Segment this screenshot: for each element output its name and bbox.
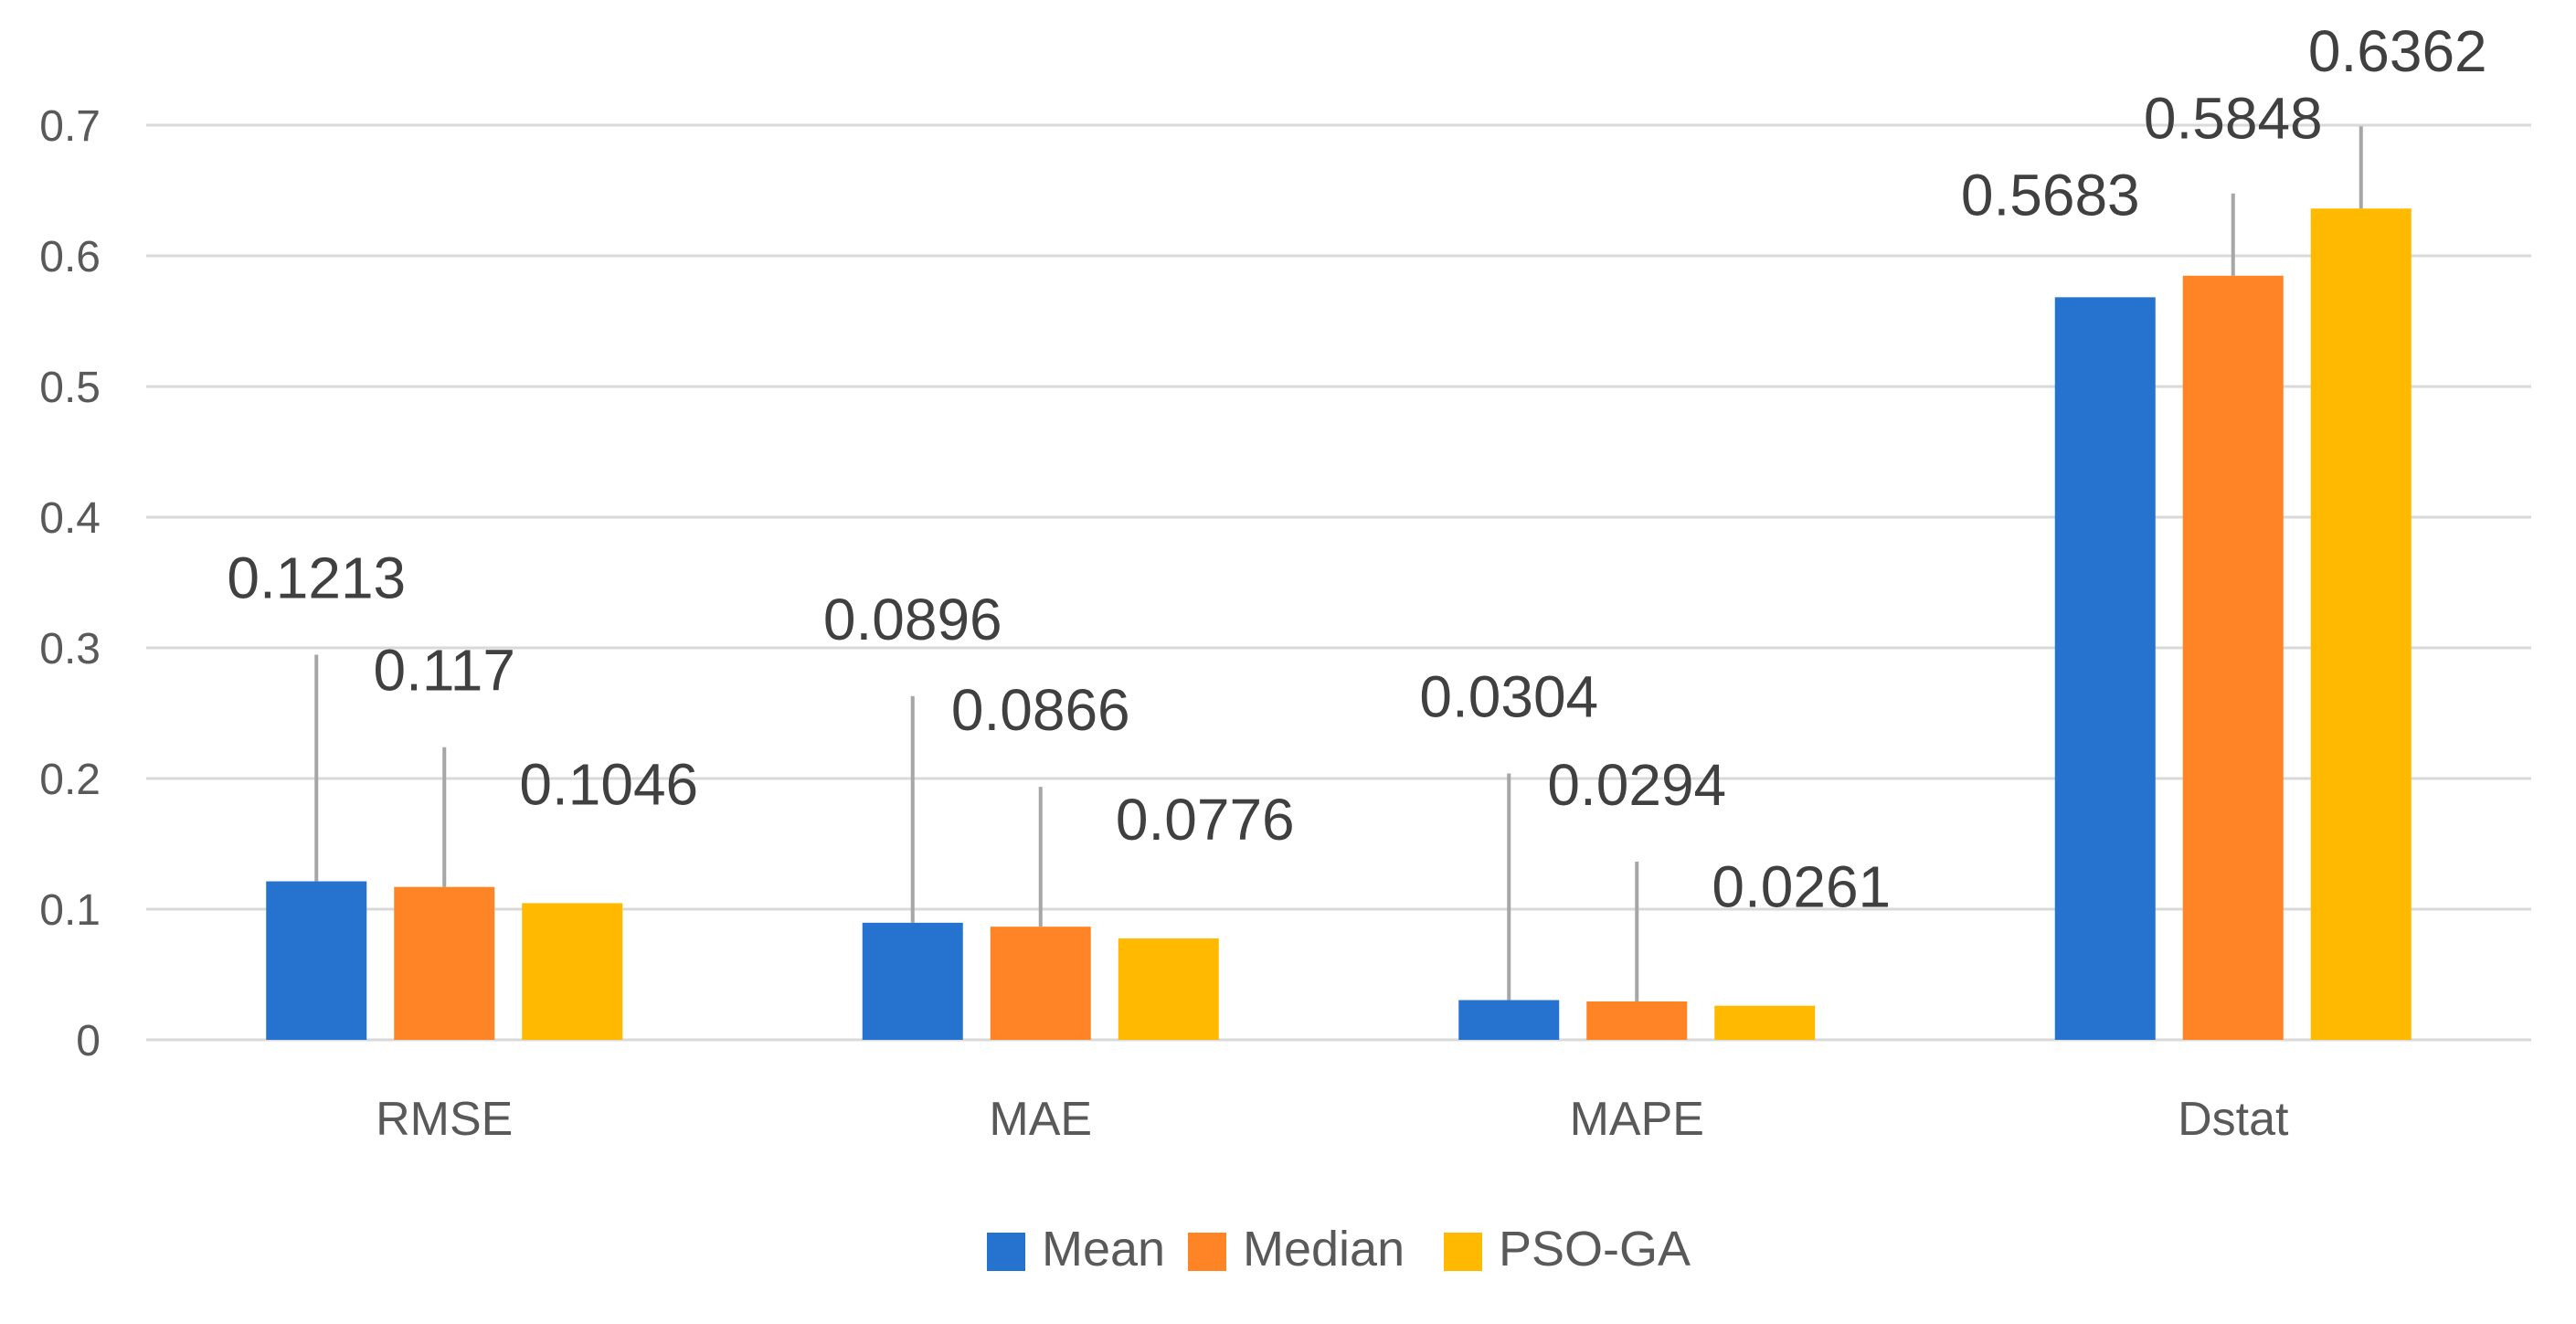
bar-pso-ga-mape[interactable] bbox=[1714, 1005, 1816, 1040]
data-label: 0.0776 bbox=[1116, 787, 1295, 853]
bar-median-mape[interactable] bbox=[1586, 1001, 1688, 1040]
y-tick-label: 0.5 bbox=[39, 364, 101, 412]
bar-mean-mape[interactable] bbox=[1458, 1000, 1560, 1040]
legend-item-mean[interactable]: Mean bbox=[987, 1222, 1165, 1276]
bar-mean-rmse[interactable] bbox=[266, 881, 367, 1040]
y-tick-label: 0 bbox=[76, 1017, 101, 1065]
data-label: 0.117 bbox=[374, 638, 515, 704]
y-axis-tick-labels: 0 0.1 0.2 0.3 0.4 0.5 0.6 0.7 bbox=[39, 102, 101, 1065]
y-tick-label: 0.4 bbox=[39, 494, 101, 543]
x-category-label: MAE bbox=[989, 1093, 1092, 1146]
data-label: 0.0896 bbox=[823, 587, 1002, 652]
data-label: 0.0261 bbox=[1712, 854, 1891, 920]
legend-label: Mean bbox=[1042, 1222, 1165, 1276]
bars bbox=[266, 208, 2412, 1041]
y-tick-label: 0.2 bbox=[39, 756, 101, 804]
legend-swatch bbox=[987, 1233, 1025, 1271]
legend-label: PSO-GA bbox=[1499, 1222, 1691, 1276]
data-label: 0.5683 bbox=[1961, 162, 2140, 228]
x-category-label: MAPE bbox=[1570, 1093, 1704, 1146]
data-label: 0.1046 bbox=[519, 751, 698, 817]
legend-label: Median bbox=[1243, 1222, 1405, 1276]
data-label: 0.6362 bbox=[2308, 18, 2487, 84]
data-label-leader-lines bbox=[314, 126, 2363, 1001]
x-category-label: Dstat bbox=[2178, 1093, 2289, 1146]
data-label: 0.5848 bbox=[2144, 86, 2323, 152]
legend-item-median[interactable]: Median bbox=[1188, 1222, 1405, 1276]
y-tick-label: 0.3 bbox=[39, 625, 101, 673]
y-tick-label: 0.7 bbox=[39, 102, 101, 151]
x-category-label: RMSE bbox=[376, 1093, 513, 1146]
legend[interactable]: Mean Median PSO-GA bbox=[987, 1222, 1691, 1276]
y-tick-label: 0.1 bbox=[39, 886, 101, 935]
y-tick-label: 0.6 bbox=[39, 233, 101, 281]
data-label: 0.0294 bbox=[1547, 752, 1726, 818]
legend-swatch bbox=[1188, 1233, 1226, 1271]
legend-swatch bbox=[1444, 1233, 1482, 1271]
bar-mean-mae[interactable] bbox=[862, 922, 963, 1040]
data-label: 0.1213 bbox=[227, 545, 406, 611]
x-axis-category-labels: RMSE MAE MAPE Dstat bbox=[376, 1093, 2289, 1146]
bar-mean-dstat[interactable] bbox=[2054, 297, 2156, 1040]
bar-pso-ga-mae[interactable] bbox=[1118, 938, 1219, 1040]
bar-median-rmse[interactable] bbox=[394, 886, 495, 1040]
data-label: 0.0304 bbox=[1419, 664, 1598, 730]
bar-median-mae[interactable] bbox=[990, 927, 1091, 1040]
bar-pso-ga-rmse[interactable] bbox=[522, 903, 623, 1040]
bar-pso-ga-dstat[interactable] bbox=[2310, 208, 2412, 1040]
legend-item-pso-ga[interactable]: PSO-GA bbox=[1444, 1222, 1691, 1276]
gridlines bbox=[146, 123, 2531, 1042]
data-label: 0.0866 bbox=[951, 677, 1130, 743]
bar-median-dstat[interactable] bbox=[2182, 275, 2284, 1041]
